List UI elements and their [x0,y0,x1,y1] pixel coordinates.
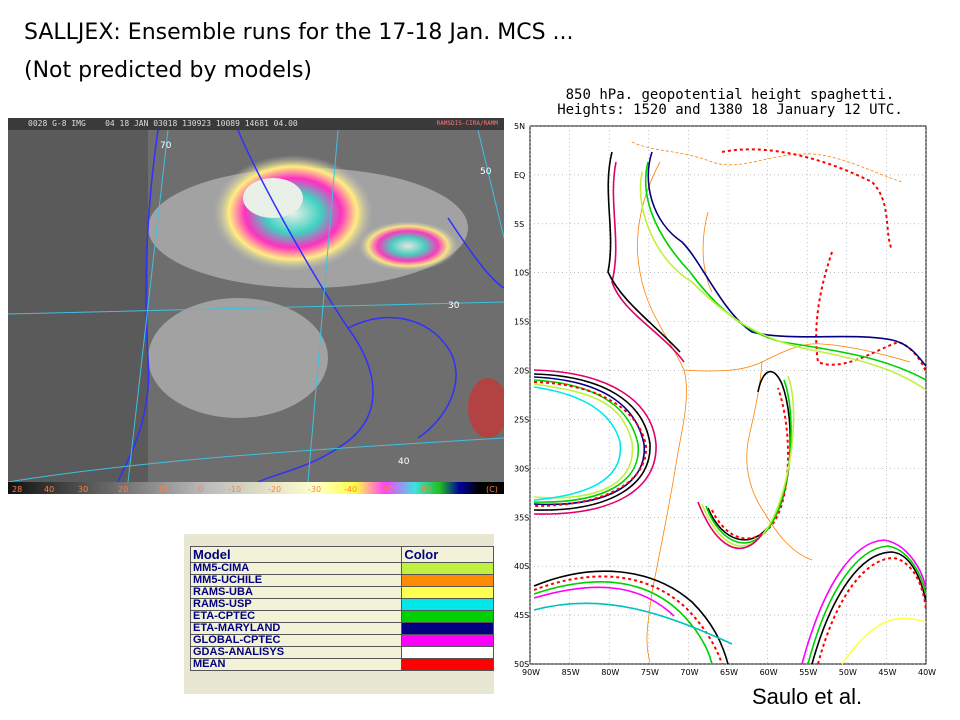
scale-label: 10 [158,485,168,494]
model-color-legend: Model Color MM5-CIMA MM5-UCHILE RAMS-UBA RA… [184,534,494,694]
scale-label: (C) [486,485,498,494]
satellite-picture: 70 50 30 40 [8,129,504,483]
legend-row: MEAN [189,658,494,671]
lat-tick-label: 50S [514,660,529,669]
lat-tick-label: 15S [514,318,529,327]
lon-tick-label: 85W [562,668,580,677]
legend-color-swatch [401,658,494,671]
scale-label: 20 [118,485,128,494]
lon-tick-label: 55W [799,668,817,677]
lon-tick-label: 65W [720,668,738,677]
legend-row: ETA-MARYLAND [189,622,494,635]
lat-tick-label: 10S [514,269,529,278]
scale-label: -40 [344,485,357,494]
legend-color-swatch [401,574,494,587]
legend-color-swatch [401,610,494,623]
legend-row: MM5-CIMA [189,562,494,575]
lon-tick-label: 70W [680,668,698,677]
scale-label: -20 [268,485,281,494]
slide-subtitle: (Not predicted by models) [24,58,312,83]
credit-text: Saulo et al. [752,684,863,709]
scale-label: 30 [78,485,88,494]
sat-label-40: 40 [398,457,410,467]
legend-model-name: GDAS-ANALISYS [189,646,403,659]
legend-row: GLOBAL-CPTEC [189,634,494,647]
legend-model-name: RAMS-UBA [189,586,403,599]
legend-model-name: MM5-CIMA [189,562,403,575]
spaghetti-title-line1: 850 hPa. geopotential height spaghetti. [565,87,895,103]
lat-tick-label: 25S [514,415,529,424]
slide-title: SALLJEX: Ensemble runs for the 17-18 Jan… [24,20,574,45]
legend-row: GDAS-ANALISYS [189,646,494,659]
lon-tick-label: 90W [522,668,540,677]
legend-row: MM5-UCHILE [189,574,494,587]
lat-tick-label: 5N [514,122,525,131]
legend-color-swatch [401,562,494,575]
scale-label: -50 [380,485,393,494]
legend-row: RAMS-UBA [189,586,494,599]
scale-label: -10 [228,485,241,494]
scale-label: 0 [198,485,203,494]
legend-model-name: GLOBAL-CPTEC [189,634,403,647]
legend-model-name: RAMS-USP [189,598,403,611]
legend-color-swatch [401,598,494,611]
legend-model-name: ETA-CPTEC [189,610,403,623]
sat-label-30: 30 [448,301,460,311]
lat-tick-label: 35S [514,513,529,522]
legend-color-swatch [401,622,494,635]
scale-label: -60 [418,485,431,494]
satellite-color-scale: 28 40 30 20 10 0 -10 -20 -30 -40 -50 -60 (C) [8,482,504,494]
legend-header-color: Color [401,546,494,563]
satellite-header: 0028 G-8 IMG 04 18 JAN 03018 130923 1008… [8,118,504,130]
lon-tick-label: 80W [601,668,619,677]
spaghetti-map: 5N EQ 5S 10S 15S 20S 25S 30S 35S 40S 45S 50S 90W 85W 8… [512,122,940,682]
legend-row: RAMS-USP [189,598,494,611]
scale-label: 40 [44,485,54,494]
sat-label-70: 70 [160,141,172,151]
lat-tick-label: 20S [514,367,529,376]
spaghetti-title-line2: Heights: 1520 and 1380 18 January 12 UTC… [557,102,903,118]
lon-tick-label: 45W [878,668,896,677]
lon-tick-label: 50W [839,668,857,677]
spaghetti-title: 850 hPa. geopotential height spaghetti. … [520,88,940,118]
legend-model-name: MM5-UCHILE [189,574,403,587]
lon-tick-label: 60W [760,668,778,677]
legend-table: Model Color MM5-CIMA MM5-UCHILE RAMS-UBA RA… [189,546,494,671]
legend-color-swatch [401,646,494,659]
lat-tick-label: 30S [514,464,529,473]
lat-tick-label: 40S [514,562,529,571]
satellite-source-tag: RAMSDIS-CIRA/RAMM [436,120,498,127]
legend-row: ETA-CPTEC [189,610,494,623]
lat-tick-label: EQ [514,171,525,180]
sat-label-50: 50 [480,167,492,177]
lat-tick-label: 45S [514,611,529,620]
legend-model-name: ETA-MARYLAND [189,622,403,635]
scale-label: 28 [12,485,22,494]
satellite-image: 70 50 30 40 0028 G-8 IMG 04 18 JAN 03018… [8,118,504,494]
legend-model-name: MEAN [189,658,403,671]
legend-color-swatch [401,634,494,647]
scale-label: -30 [308,485,321,494]
legend-color-swatch [401,586,494,599]
legend-header-model: Model [189,546,403,563]
lat-tick-label: 5S [514,220,524,229]
lon-tick-label: 40W [918,668,936,677]
lon-tick-label: 75W [641,668,659,677]
